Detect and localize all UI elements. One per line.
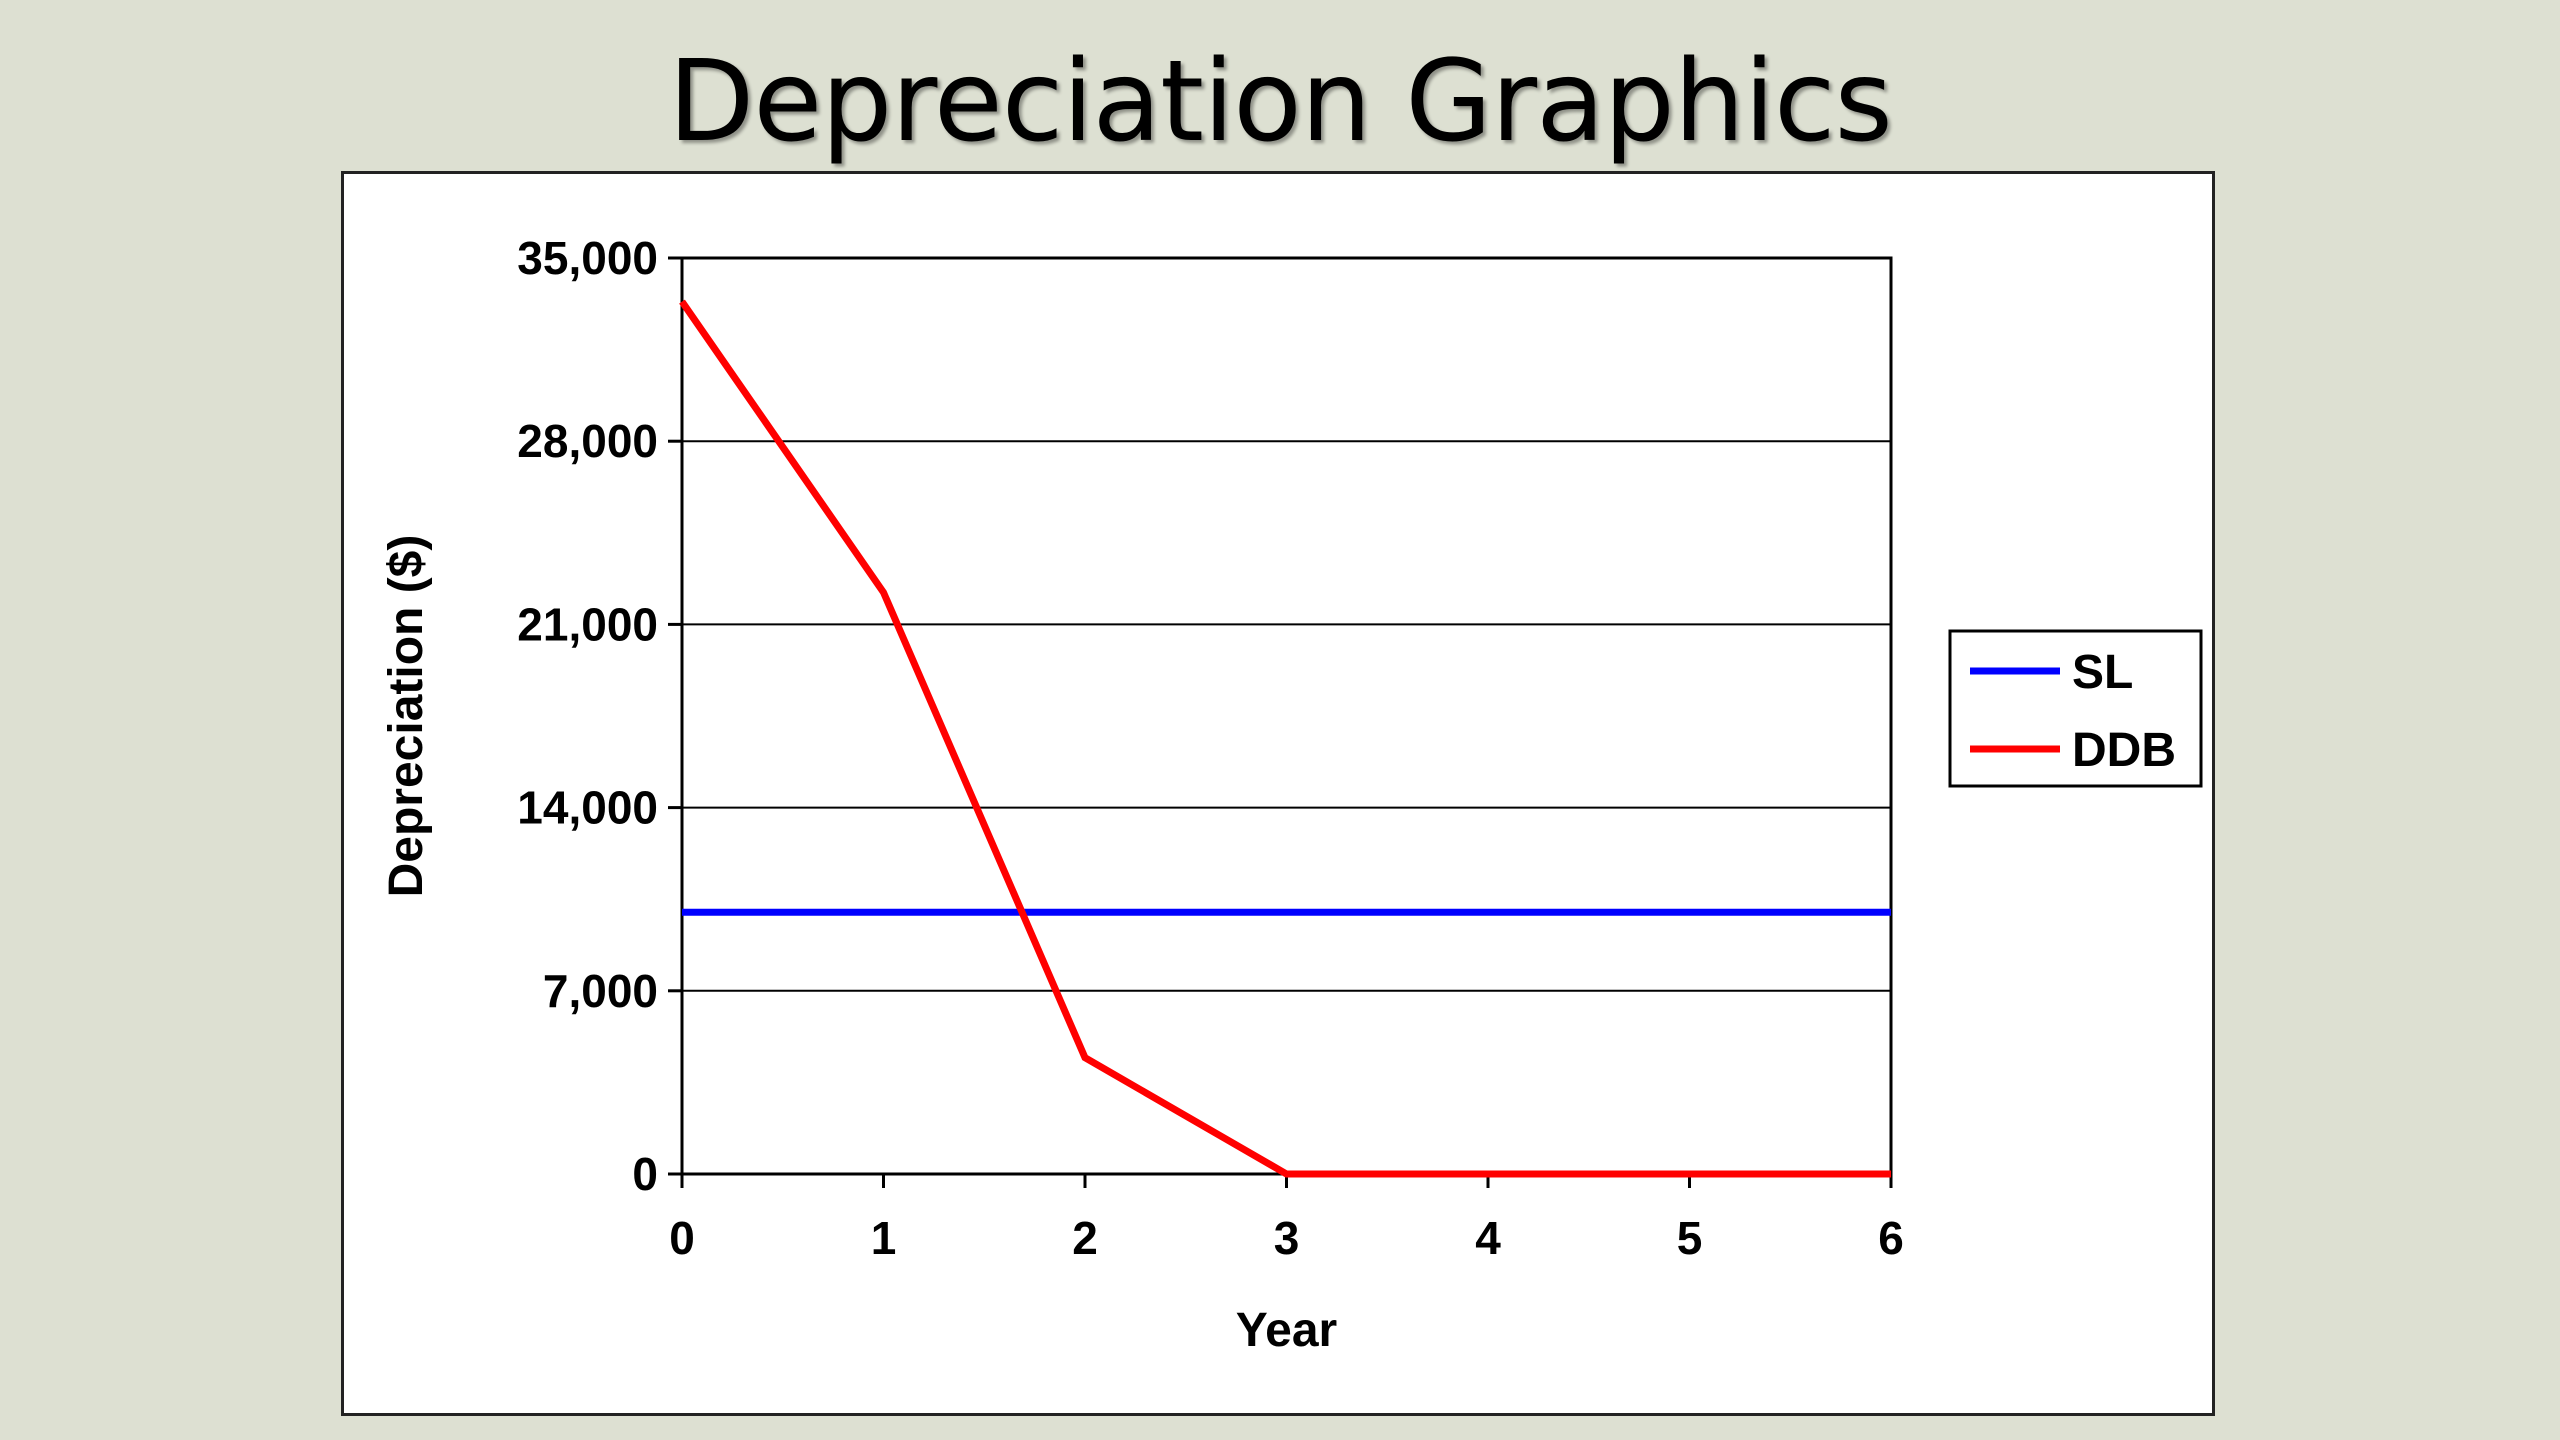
y-tick-label: 28,000 — [517, 415, 658, 467]
slide-title: Depreciation Graphics — [668, 37, 1893, 167]
x-tick-label: 5 — [1677, 1212, 1703, 1264]
legend: SL DDB — [1948, 629, 2203, 788]
legend-label-sl: SL — [2072, 646, 2133, 699]
series-line-ddb — [679, 299, 1891, 1178]
x-tick-label: 2 — [1072, 1212, 1098, 1264]
y-tick-label: 35,000 — [517, 232, 658, 284]
legend-box — [1948, 629, 2203, 788]
x-tick-label: 1 — [871, 1212, 897, 1264]
y-tick-label: 21,000 — [517, 598, 658, 650]
y-tick-label: 7,000 — [543, 965, 658, 1017]
x-axis-title: Year — [1236, 1304, 1337, 1357]
legend-label-ddb: DDB — [2072, 724, 2176, 777]
y-tick-label: 0 — [632, 1148, 658, 1200]
gridlines — [682, 257, 1891, 1175]
x-tick-labels: 0 1 2 3 4 5 6 — [669, 1212, 1904, 1264]
x-tick-label: 4 — [1475, 1212, 1501, 1264]
x-tick-label: 0 — [669, 1212, 695, 1264]
chart-frame: 0 7,000 14,000 21,000 28,000 35,000 0 1 2 3 4 5 6 Y… — [341, 171, 2215, 1416]
plot-area-border — [680, 256, 1893, 1176]
y-tick-label: 14,000 — [517, 782, 658, 834]
y-axis-title: Depreciation ($) — [380, 535, 433, 898]
series-lines — [679, 299, 1891, 1178]
y-tick-labels: 0 7,000 14,000 21,000 28,000 35,000 — [517, 232, 658, 1200]
x-tick-label: 3 — [1274, 1212, 1300, 1264]
x-tick-label: 6 — [1878, 1212, 1904, 1264]
axis-ticks — [668, 256, 1893, 1188]
depreciation-line-chart: 0 7,000 14,000 21,000 28,000 35,000 0 1 2 3 4 5 6 Y… — [380, 232, 2203, 1357]
